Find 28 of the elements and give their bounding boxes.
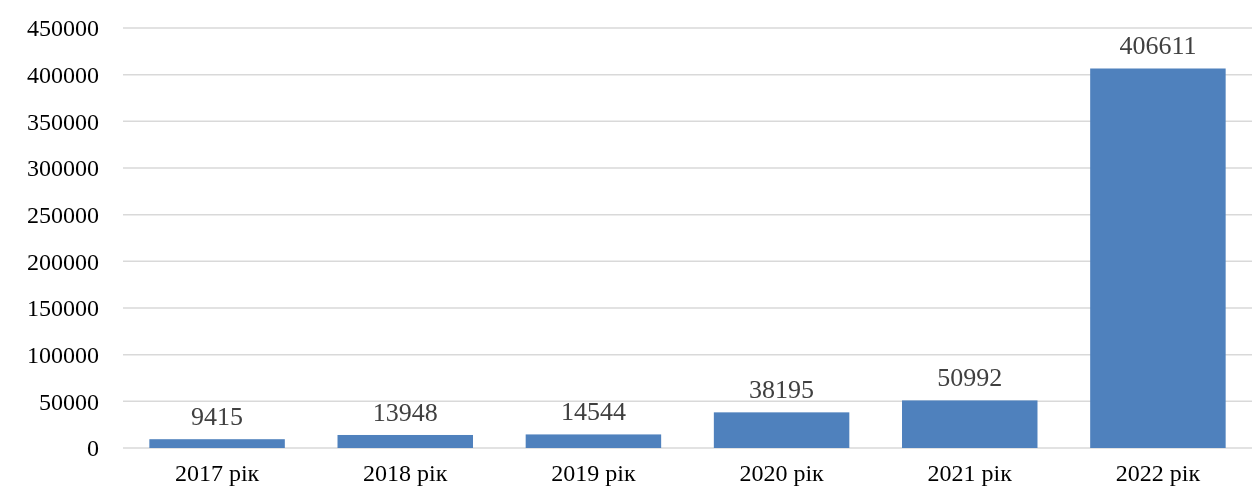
data-label: 406611 bbox=[1119, 31, 1197, 61]
data-label: 50992 bbox=[937, 363, 1003, 393]
y-tick-label: 450000 bbox=[27, 15, 99, 42]
data-label: 14544 bbox=[560, 397, 626, 427]
x-tick-label: 2019 рік bbox=[551, 460, 636, 487]
data-label: 38195 bbox=[749, 375, 815, 405]
x-tick-label: 2017 рік bbox=[174, 460, 260, 487]
bar bbox=[525, 434, 662, 448]
y-tick-label: 300000 bbox=[27, 155, 99, 182]
bar bbox=[1090, 68, 1226, 448]
y-tick-label: 400000 bbox=[27, 61, 99, 88]
x-tick-label: 2020 рік bbox=[739, 460, 825, 487]
y-tick-label: 200000 bbox=[27, 248, 99, 275]
data-label: 13948 bbox=[372, 397, 438, 427]
x-tick-label: 2018 рік bbox=[363, 460, 448, 487]
x-tick-label: 2022 рік bbox=[1115, 460, 1201, 487]
y-tick-label: 50000 bbox=[39, 388, 99, 415]
y-tick-label: 150000 bbox=[27, 295, 99, 322]
y-tick-label: 100000 bbox=[27, 341, 99, 368]
bar bbox=[902, 400, 1038, 448]
bar bbox=[337, 434, 473, 448]
x-tick-label: 2021 рік bbox=[927, 460, 1013, 487]
y-tick-label: 0 bbox=[87, 435, 99, 462]
data-label: 9415 bbox=[191, 402, 244, 432]
bar bbox=[713, 412, 850, 448]
y-tick-label: 250000 bbox=[27, 201, 99, 228]
bar bbox=[149, 439, 285, 448]
y-tick-label: 350000 bbox=[27, 108, 99, 135]
